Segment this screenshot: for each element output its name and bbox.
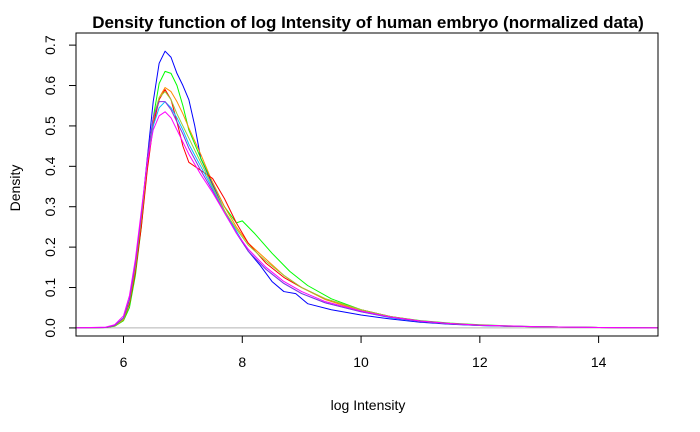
x-axis-label: log Intensity (331, 397, 406, 413)
density-series-8 (75, 111, 659, 329)
density-series-2 (75, 70, 659, 329)
y-tick-label: 0.2 (42, 237, 58, 257)
y-tick-label: 0.4 (42, 156, 58, 176)
density-series-6 (75, 91, 659, 329)
y-tick-label: 0.7 (42, 35, 58, 55)
density-series-7 (75, 101, 659, 329)
x-tick-label: 6 (120, 354, 128, 370)
plot-frame (75, 32, 659, 337)
x-tick-label: 12 (472, 354, 488, 370)
y-axis-label: Density (7, 165, 23, 212)
y-tick-label: 0.3 (42, 197, 58, 217)
y-tick-label: 0.6 (42, 76, 58, 96)
x-tick-label: 14 (591, 354, 607, 370)
y-tick-label: 0.1 (42, 278, 58, 298)
x-tick-label: 10 (353, 354, 369, 370)
y-tick-label: 0.5 (42, 116, 58, 136)
x-tick-label: 8 (238, 354, 246, 370)
density-series-5 (75, 101, 659, 329)
density-series-3 (75, 87, 659, 329)
density-series-4 (75, 89, 659, 329)
chart-title: Density function of log Intensity of hum… (92, 13, 644, 32)
y-tick-label: 0.0 (42, 318, 58, 338)
